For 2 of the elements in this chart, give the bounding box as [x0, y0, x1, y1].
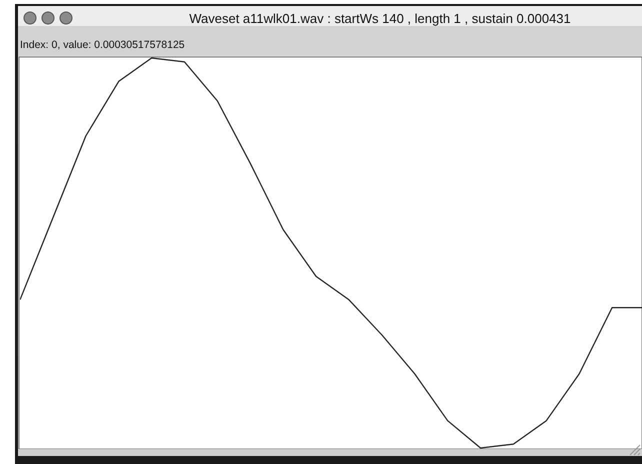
chart-title: Waveset a11wlk01.wav : startWs 140 , length 1 , sustain 0.000431	[189, 11, 571, 26]
chart-subtitle: Index: 0, value: 0.00030517578125	[20, 39, 185, 51]
